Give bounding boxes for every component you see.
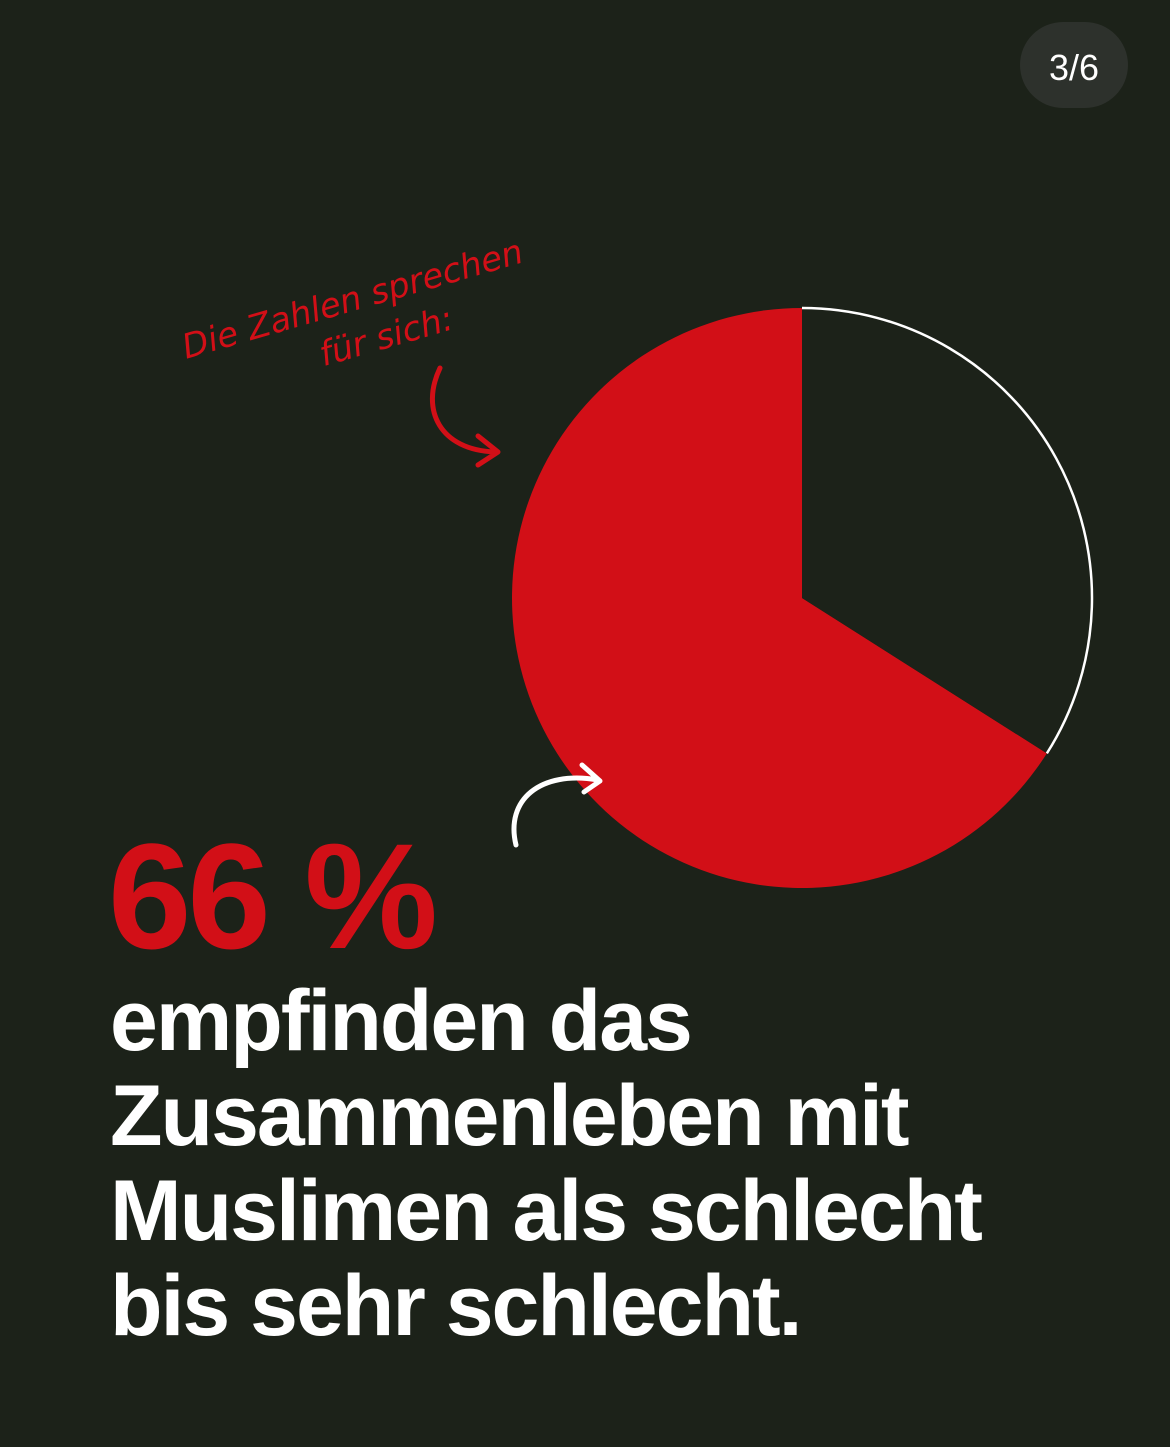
- description-line: Muslimen als schlecht: [110, 1163, 982, 1259]
- pie-slice: [802, 308, 1092, 754]
- description-line: bis sehr schlecht.: [110, 1258, 801, 1354]
- page-counter: 3/6: [1049, 47, 1099, 88]
- pie-slice-outline: [801, 306, 1094, 755]
- description-line: Zusammenleben mit: [110, 1068, 909, 1164]
- page-counter-pill: [1020, 22, 1128, 108]
- pie: [512, 306, 1094, 888]
- annotation-arrow: [429, 365, 501, 468]
- description-line: empfinden das: [110, 973, 691, 1069]
- pie-slice: [512, 308, 1047, 888]
- value-label: 66 %: [108, 812, 435, 980]
- label-arrow: [511, 762, 603, 848]
